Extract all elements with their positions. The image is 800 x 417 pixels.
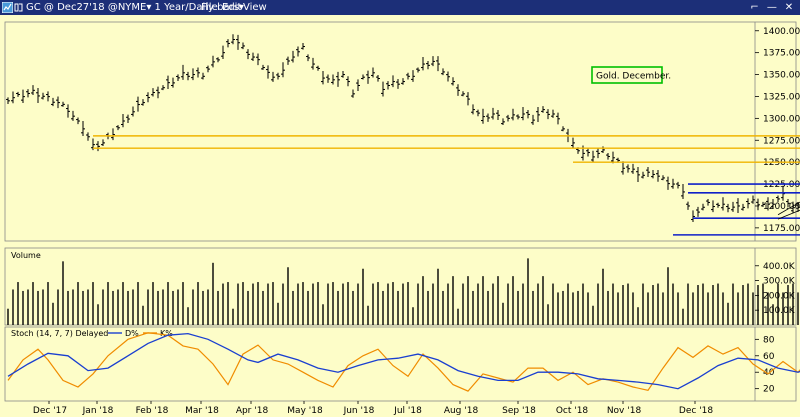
menu-view[interactable]: View — [243, 2, 267, 13]
link-icon[interactable] — [14, 2, 23, 13]
restore-icon[interactable]: ⌐ — [750, 2, 759, 13]
date-tick-label: Jan '18 — [82, 406, 114, 416]
price-tick-label: 1225.00 — [763, 180, 800, 190]
menu-file[interactable]: File — [201, 2, 218, 13]
date-tick-label: Sep '18 — [502, 406, 536, 416]
date-tick-label: Nov '18 — [607, 406, 642, 416]
chart-area: 1400.00 1375.00 1350.00 1325.00 1300.00 1275.… — [4, 21, 800, 416]
minimize-icon[interactable]: — — [766, 2, 777, 13]
volume-tick-label: 400.0K — [763, 262, 796, 272]
volume-tick-label: 300.0K — [763, 277, 796, 287]
volume-tick-label: 200.0K — [763, 291, 796, 301]
date-tick-label: May '18 — [287, 406, 323, 416]
legend-k-label: K% — [160, 329, 173, 338]
price-tick-label: 1375.00 — [763, 49, 800, 59]
date-tick-label: Apr '18 — [236, 406, 269, 416]
title-bar: GC @ Dec27'18 @NYME▾ 1 Year/Daily bars▾ … — [0, 0, 800, 15]
volume-panel-frame — [4, 247, 797, 326]
volume-title: Volume — [11, 251, 41, 260]
date-tick-label: Jun '18 — [343, 406, 375, 416]
annotation-box — [591, 66, 663, 84]
price-tick-label: 1175.00 — [763, 224, 800, 234]
stoch-k-line — [7, 332, 800, 392]
price-tick-label: 1250.00 — [763, 158, 800, 168]
date-tick-label: Jul '18 — [393, 406, 422, 416]
price-tick-label: 1350.00 — [763, 71, 800, 81]
date-tick-label: Oct '18 — [556, 406, 589, 416]
stoch-panel-frame — [4, 326, 797, 402]
annotation-text: Gold. December. — [596, 72, 671, 82]
price-tick-label: 1325.00 — [763, 92, 800, 102]
date-tick-label: Feb '18 — [136, 406, 169, 416]
price-tick-label: 1200.00 — [763, 202, 800, 212]
legend-d-label: D% — [125, 329, 139, 338]
stoch-d-line — [7, 332, 800, 390]
price-tick-label: 1275.00 — [763, 136, 800, 146]
chart-app-icon — [2, 2, 13, 13]
stoch-tick-label: 20 — [763, 385, 775, 395]
date-tick-label: Dec '17 — [33, 406, 67, 416]
volume-tick-label: 100.0K — [763, 306, 796, 316]
price-tick-label: 1300.00 — [763, 114, 800, 124]
price-tick-label: 1400.00 — [763, 27, 800, 37]
menu-edit[interactable]: Edit — [222, 2, 242, 13]
window-title[interactable]: GC @ Dec27'18 @NYME▾ 1 Year/Daily bars▾ — [26, 2, 244, 13]
stoch-title: Stoch (14, 7, 7) Delayed — [11, 329, 108, 338]
close-icon[interactable]: ✕ — [784, 2, 794, 13]
price-panel-frame — [4, 21, 797, 242]
window-controls: ⌐ — ✕ — [748, 0, 796, 15]
date-tick-label: Dec '18 — [679, 406, 713, 416]
date-tick-label: Aug '18 — [444, 406, 479, 416]
date-tick-label: Mar '18 — [185, 406, 219, 416]
stoch-tick-label: 60 — [763, 352, 775, 362]
stoch-tick-label: 80 — [763, 335, 775, 345]
